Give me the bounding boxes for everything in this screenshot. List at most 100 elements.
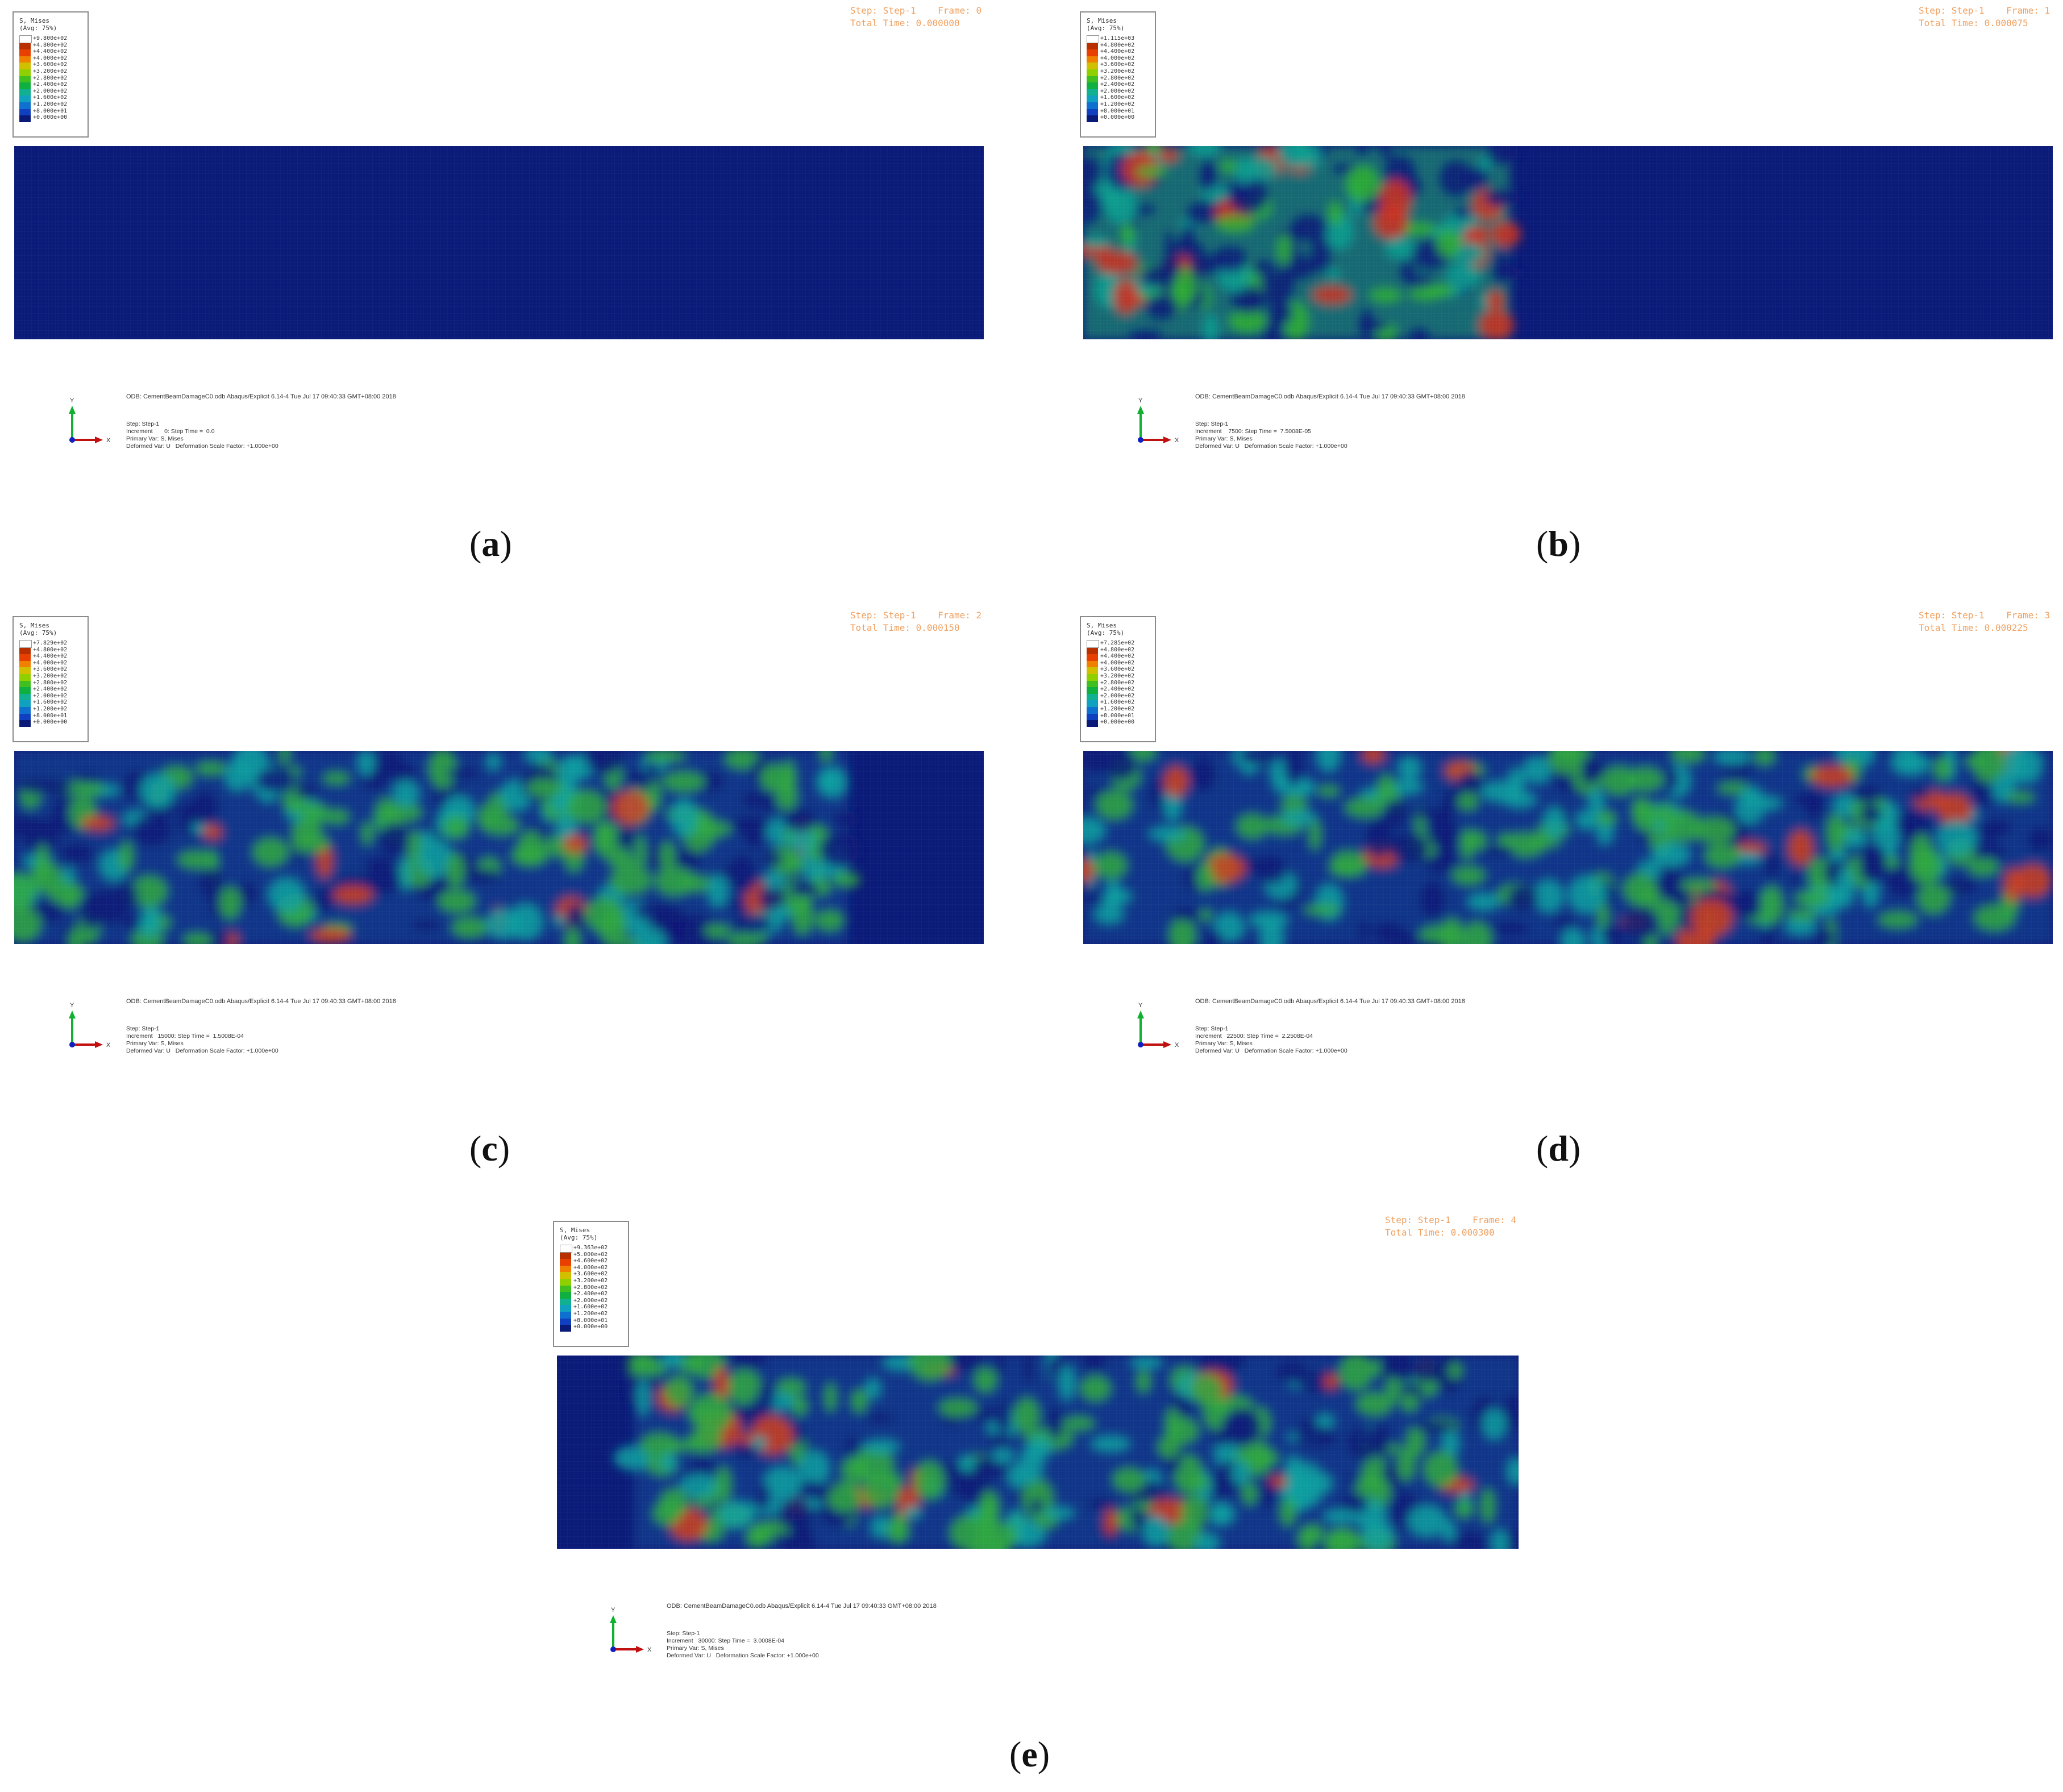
legend-value: +8.000e+01 (573, 1317, 608, 1324)
legend-swatch (19, 640, 32, 648)
legend-value: +3.600e+02 (33, 61, 68, 68)
step-text: Step: Step-1 (667, 1630, 700, 1637)
axis-triad-graphic: YX (1137, 397, 1179, 444)
mesh-overlay (1083, 751, 2053, 944)
increment-text: Increment 22500: Step Time = 2.2508E-04 (1195, 1033, 1313, 1040)
legend-value: +1.115e+03 (1100, 35, 1135, 41)
panel-caption-letter: e (1021, 1734, 1038, 1774)
legend-swatch (1087, 76, 1098, 83)
legend-value: +4.000e+02 (573, 1264, 608, 1271)
panel-caption: (d) (1536, 1128, 1581, 1169)
legend-swatch (1087, 713, 1098, 721)
panel-caption: (a) (469, 523, 512, 564)
legend-swatch (19, 647, 31, 655)
legend-value: +2.800e+02 (33, 679, 68, 686)
legend-swatch (19, 43, 31, 50)
legend-value: +1.600e+02 (33, 699, 68, 706)
legend-swatch (1087, 109, 1098, 116)
legend-value: +7.285e+02 (1100, 640, 1135, 646)
legend-value: +1.200e+02 (33, 101, 68, 107)
legend-value: +4.400e+02 (1100, 653, 1135, 660)
legend-swatch (1087, 687, 1098, 694)
legend-values: +7.285e+02 +4.800e+02 +4.400e+02 +4.000e+02… (1100, 640, 1134, 726)
legend-value: +4.600e+02 (573, 1258, 608, 1265)
legend-value: +0.000e+00 (1100, 719, 1135, 726)
axis-x-label: X (1175, 1042, 1179, 1049)
legend-value: +1.600e+02 (33, 94, 68, 101)
legend-swatch (19, 76, 31, 83)
odb-info-line: ODB: CementBeamDamageC0.odb Abaqus/Expli… (1195, 998, 1465, 1005)
step-frame-label: Step: Step-1 Frame: 4 Total Time: 0.0003… (1385, 1215, 1517, 1238)
step-frame-label: Step: Step-1 Frame: 0 Total Time: 0.0000… (850, 5, 982, 28)
legend-value: +3.200e+02 (1100, 672, 1135, 679)
deformed-var-text: Deformed Var: U Deformation Scale Factor… (126, 443, 278, 450)
mesh-overlay (14, 146, 984, 339)
axis-triad-graphic: YX (610, 1607, 652, 1653)
legend-value: +8.000e+01 (1100, 712, 1135, 719)
axis-x-label: X (106, 437, 111, 444)
legend-color-bar (1087, 640, 1099, 727)
legend-value: +4.400e+02 (1100, 48, 1135, 55)
step-text: Step: Step-1 (1195, 421, 1229, 427)
contour-plot (14, 146, 984, 339)
odb-info-line: ODB: CementBeamDamageC0.odb Abaqus/Expli… (667, 1603, 937, 1610)
legend-value: +4.000e+02 (1100, 659, 1135, 666)
legend-swatch (19, 700, 31, 707)
legend-value: +2.400e+02 (573, 1291, 608, 1298)
legend-swatch (560, 1305, 571, 1312)
odb-info-line: ODB: CementBeamDamageC0.odb Abaqus/Expli… (126, 393, 396, 400)
legend-swatch (1087, 69, 1098, 76)
step-frame-label: Step: Step-1 Frame: 3 Total Time: 0.0002… (1919, 610, 2050, 633)
legend-value: +2.400e+02 (1100, 81, 1135, 88)
stress-contour-beam (14, 751, 984, 944)
legend-value: +3.200e+02 (33, 672, 68, 679)
mesh-overlay (557, 1356, 1519, 1549)
legend-swatch (560, 1265, 571, 1273)
legend-value: +1.200e+02 (573, 1310, 608, 1317)
legend-swatch (1087, 95, 1098, 102)
legend-title: S, Mises (Avg: 75%) (1087, 622, 1125, 637)
step-text: Step: Step-1 (126, 1025, 160, 1032)
legend-swatch (19, 660, 31, 668)
deformed-var-text: Deformed Var: U Deformation Scale Factor… (126, 1047, 278, 1054)
legend-values: +9.800e+02 +4.800e+02 +4.400e+02 +4.000e+02… (33, 35, 67, 121)
legend-swatch (1087, 56, 1098, 63)
panel-caption-letter: d (1548, 1128, 1569, 1169)
legend-swatch (19, 56, 31, 63)
panel-caption: (b) (1536, 523, 1581, 564)
deformed-var-text: Deformed Var: U Deformation Scale Factor… (667, 1652, 819, 1659)
axis-y-label: Y (1138, 397, 1143, 404)
primary-var-text: Primary Var: S, Mises (1195, 435, 1253, 442)
legend-swatch (1087, 82, 1098, 89)
legend-swatch (560, 1285, 571, 1292)
legend-swatch (19, 687, 31, 694)
legend-swatch (19, 109, 31, 116)
legend-value: +4.800e+02 (1100, 41, 1135, 48)
legend-swatch (19, 673, 31, 681)
stress-contour-beam (1083, 146, 2053, 339)
legend-swatch (560, 1259, 571, 1266)
step-info-block: Step: Step-1 Increment 22500: Step Time … (1195, 1025, 1347, 1055)
step-info-block: Step: Step-1 Increment 15000: Step Time … (126, 1025, 278, 1055)
legend-value: +4.000e+02 (33, 55, 68, 61)
legend-values: +9.363e+02 +5.000e+02 +4.600e+02 +4.000e+02… (573, 1245, 608, 1331)
odb-info-line: ODB: CementBeamDamageC0.odb Abaqus/Expli… (126, 998, 396, 1005)
legend-value: +4.800e+02 (1100, 646, 1135, 653)
increment-text: Increment 7500: Step Time = 7.5008E-05 (1195, 428, 1311, 435)
primary-var-text: Primary Var: S, Mises (667, 1645, 724, 1652)
legend-value: +2.800e+02 (1100, 679, 1135, 686)
legend-color-bar (19, 640, 32, 727)
legend-swatch (1087, 63, 1098, 69)
legend-value: +2.800e+02 (573, 1284, 608, 1291)
axis-x-label: X (647, 1647, 652, 1653)
contour-legend: S, Mises (Avg: 75%) +1.115e+03 +4.800e+02 +… (1080, 11, 1156, 138)
odb-info-line: ODB: CementBeamDamageC0.odb Abaqus/Expli… (1195, 393, 1465, 400)
primary-var-text: Primary Var: S, Mises (126, 435, 184, 442)
legend-swatch (1087, 89, 1098, 96)
axis-y-label: Y (70, 397, 74, 404)
axis-x-label: X (1175, 437, 1179, 444)
panel-caption-letter: b (1548, 523, 1569, 564)
